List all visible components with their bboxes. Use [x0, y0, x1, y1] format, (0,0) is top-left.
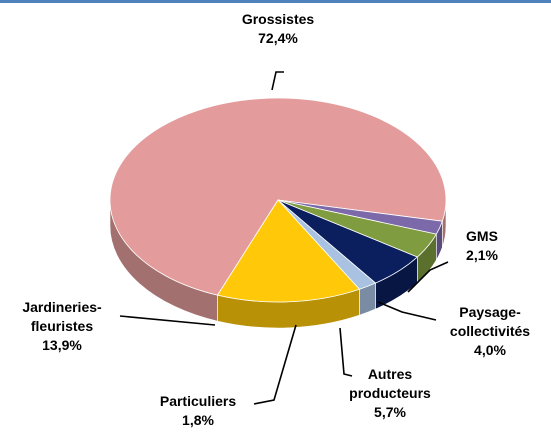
slice-label: Jardineries-fleuristes 13,9%	[2, 298, 122, 355]
leader-line	[119, 315, 216, 326]
leader-line	[377, 301, 437, 321]
category-label: Grossistes	[241, 11, 315, 27]
value-label: 1,8%	[182, 412, 214, 428]
slice-label: Autres producteurs 5,7%	[335, 365, 445, 422]
value-label: 2,1%	[466, 247, 498, 263]
category-label: Paysage-collectivités	[449, 304, 531, 339]
top-border	[0, 0, 551, 3]
pie-slice	[216, 199, 361, 303]
category-label: Jardineries-fleuristes	[22, 299, 102, 334]
leader-line	[271, 71, 284, 91]
value-label: 72,4%	[258, 30, 298, 46]
leader-line	[407, 261, 449, 293]
leader-line	[339, 327, 353, 377]
value-label: 4,0%	[474, 342, 506, 358]
slice-label: Paysage-collectivités 4,0%	[430, 303, 550, 360]
slice-label: GMS 2,1%	[442, 227, 522, 265]
leader-line	[253, 324, 297, 405]
slice-label: Grossistes 72,4%	[198, 10, 358, 48]
value-label: 5,7%	[374, 404, 406, 420]
category-label: GMS	[466, 228, 498, 244]
category-label: Autres producteurs	[349, 366, 431, 401]
pie-slice	[109, 97, 447, 296]
slice-label: Particuliers 1,8%	[143, 392, 253, 430]
value-label: 13,9%	[42, 337, 82, 353]
category-label: Particuliers	[159, 393, 237, 409]
